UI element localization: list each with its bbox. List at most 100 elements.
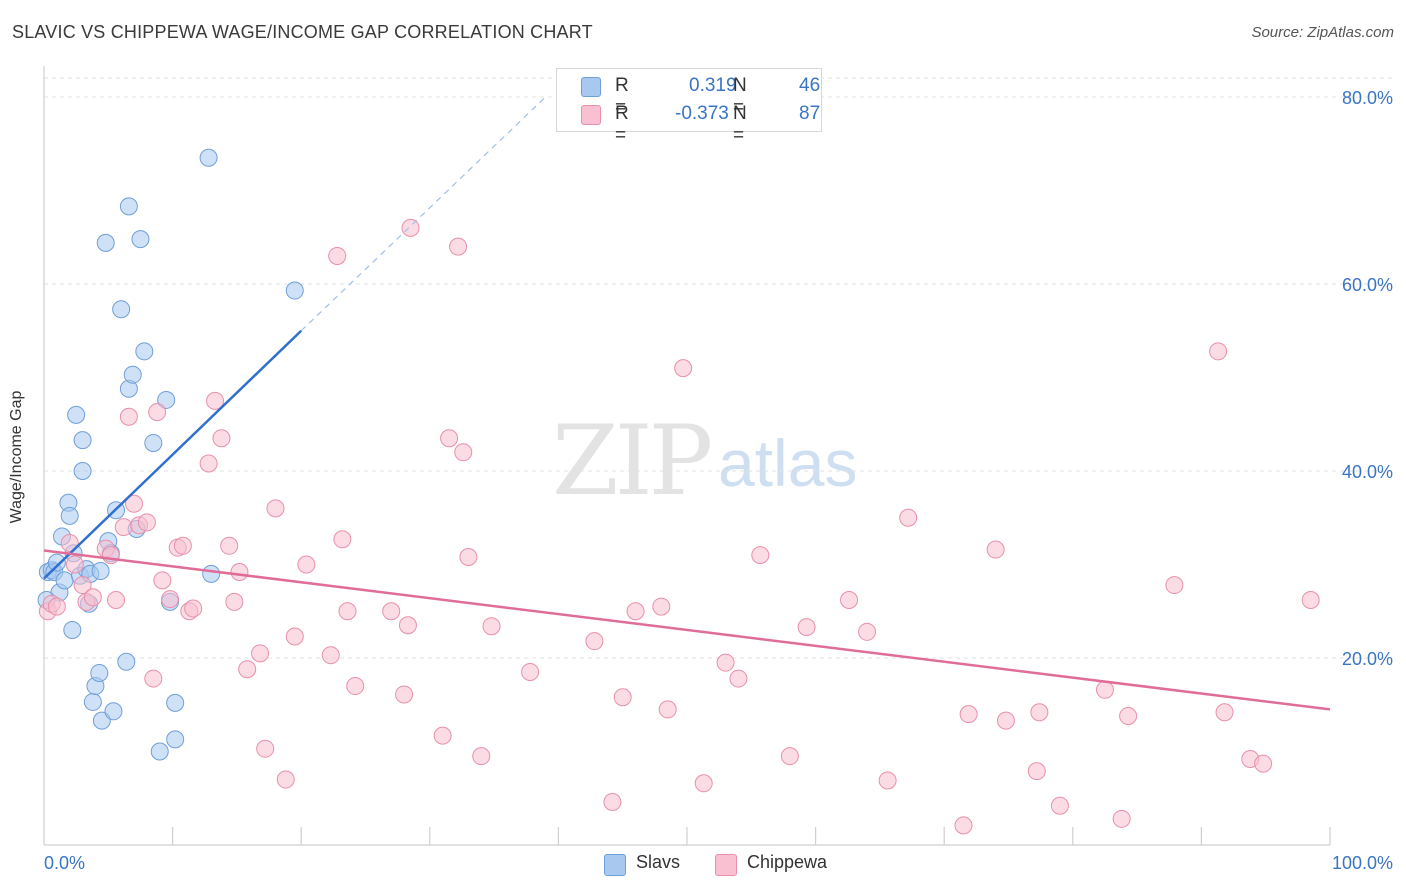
point-slavs-40 (166, 693, 185, 712)
point-chippewa-75 (1027, 762, 1046, 781)
point-chippewa-25 (206, 391, 225, 410)
point-slavs-43 (202, 564, 221, 583)
legend-r-value: 0.319 (689, 75, 737, 96)
point-chippewa-52 (482, 617, 501, 636)
point-chippewa-61 (694, 774, 713, 793)
point-chippewa-4 (65, 555, 84, 574)
point-chippewa-59 (658, 700, 677, 719)
chart-title: SLAVIC VS CHIPPEWA WAGE/INCOME GAP CORRE… (12, 22, 593, 42)
point-slavs-35 (135, 342, 154, 361)
legend-n-value: 87 (799, 103, 821, 124)
legend-swatch-chippewa (581, 105, 601, 125)
point-slavs-36 (144, 433, 163, 452)
point-chippewa-44 (398, 616, 417, 635)
point-chippewa-67 (840, 591, 859, 610)
point-chippewa-60 (674, 359, 693, 378)
point-chippewa-55 (603, 792, 622, 811)
point-chippewa-34 (276, 770, 295, 789)
legend-swatch-slavs (581, 77, 601, 97)
point-chippewa-39 (333, 530, 352, 549)
point-chippewa-5 (73, 576, 92, 595)
source-note: Source: ZipAtlas.com (1251, 24, 1394, 41)
point-chippewa-27 (220, 536, 239, 555)
point-slavs-28 (112, 300, 131, 319)
point-chippewa-56 (613, 688, 632, 707)
point-slavs-8 (60, 506, 79, 525)
point-chippewa-53 (521, 663, 540, 682)
point-chippewa-74 (996, 711, 1015, 730)
point-chippewa-26 (212, 429, 231, 448)
point-chippewa-81 (1165, 576, 1184, 595)
y-tick-label-80: 80.0% (1342, 88, 1393, 108)
point-slavs-6 (55, 571, 74, 590)
point-chippewa-31 (251, 644, 270, 663)
y-tick-label-20: 20.0% (1342, 649, 1393, 669)
point-chippewa-69 (878, 771, 897, 790)
point-chippewa-15 (137, 513, 156, 532)
point-chippewa-70 (899, 508, 918, 527)
point-chippewa-10 (107, 591, 126, 610)
point-chippewa-2 (47, 597, 66, 616)
bottom-legend-swatch-chippewa (715, 854, 737, 876)
point-chippewa-28 (225, 592, 244, 611)
point-chippewa-77 (1050, 796, 1069, 815)
point-chippewa-18 (153, 571, 172, 590)
point-chippewa-19 (161, 590, 180, 609)
point-chippewa-49 (454, 443, 473, 462)
bottom-legend-swatch-slavs (604, 854, 626, 876)
point-slavs-32 (123, 365, 142, 384)
legend-n-label: N = (733, 75, 747, 118)
point-chippewa-29 (230, 562, 249, 581)
point-slavs-11 (67, 405, 86, 424)
point-chippewa-78 (1095, 680, 1114, 699)
point-chippewa-46 (433, 726, 452, 745)
x-tick-label-100: 100.0% (1332, 853, 1393, 873)
point-slavs-34 (131, 230, 150, 249)
y-tick-label-60: 60.0% (1342, 275, 1393, 295)
point-chippewa-51 (472, 747, 491, 766)
point-chippewa-54 (585, 632, 604, 651)
point-chippewa-13 (125, 494, 144, 513)
point-slavs-31 (119, 197, 138, 216)
legend-r-label: R = (615, 75, 629, 118)
point-slavs-44 (285, 281, 304, 300)
point-chippewa-7 (83, 588, 102, 607)
bottom-legend-label-chippewa: Chippewa (747, 852, 828, 872)
point-chippewa-50 (459, 548, 478, 567)
point-chippewa-58 (652, 597, 671, 616)
point-chippewa-72 (959, 705, 978, 724)
point-slavs-42 (199, 148, 218, 167)
point-chippewa-86 (1301, 591, 1320, 610)
point-chippewa-83 (1215, 703, 1234, 722)
x-tick-label-0: 0.0% (44, 853, 85, 873)
point-chippewa-32 (256, 739, 275, 758)
point-chippewa-62 (716, 653, 735, 672)
point-chippewa-41 (346, 677, 365, 696)
point-slavs-38 (157, 390, 176, 409)
point-chippewa-80 (1119, 706, 1138, 725)
point-chippewa-65 (780, 747, 799, 766)
point-slavs-26 (104, 702, 123, 721)
point-chippewa-66 (797, 618, 816, 637)
point-chippewa-40 (338, 602, 357, 621)
legend-n-value: 46 (799, 75, 821, 96)
point-chippewa-33 (266, 499, 285, 518)
point-chippewa-85 (1254, 754, 1273, 773)
trendline-slavs-extension (300, 96, 546, 332)
point-slavs-9 (63, 620, 82, 639)
point-chippewa-21 (173, 536, 192, 555)
point-chippewa-79 (1112, 809, 1131, 828)
point-chippewa-16 (144, 669, 163, 688)
point-chippewa-82 (1209, 342, 1228, 361)
correlation-legend: R = 0.319 N = 46 R = -0.373 N = 87 (556, 68, 822, 146)
point-chippewa-68 (858, 622, 877, 641)
point-slavs-29 (117, 652, 136, 671)
point-slavs-41 (166, 730, 185, 749)
point-chippewa-30 (238, 660, 257, 679)
point-slavs-23 (96, 233, 115, 252)
point-chippewa-71 (954, 816, 973, 835)
point-chippewa-11 (114, 518, 133, 537)
point-chippewa-43 (395, 685, 414, 704)
point-chippewa-73 (986, 540, 1005, 559)
